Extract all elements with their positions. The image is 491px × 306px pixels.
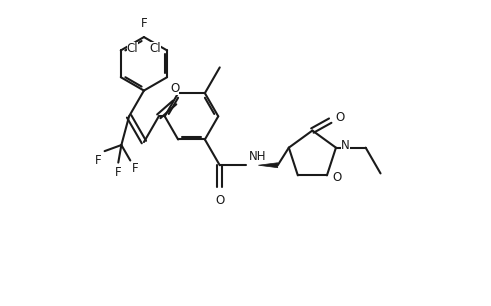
Text: Cl: Cl bbox=[127, 42, 138, 55]
Polygon shape bbox=[258, 163, 278, 168]
Text: O: O bbox=[335, 111, 344, 124]
Text: F: F bbox=[95, 154, 102, 167]
Text: O: O bbox=[215, 194, 224, 207]
Text: Cl: Cl bbox=[150, 42, 161, 55]
Text: F: F bbox=[115, 166, 122, 179]
Text: F: F bbox=[132, 162, 139, 175]
Text: O: O bbox=[170, 81, 179, 95]
Text: F: F bbox=[140, 17, 147, 30]
Text: NH: NH bbox=[248, 150, 266, 163]
Text: N: N bbox=[341, 139, 350, 152]
Text: O: O bbox=[332, 171, 341, 184]
